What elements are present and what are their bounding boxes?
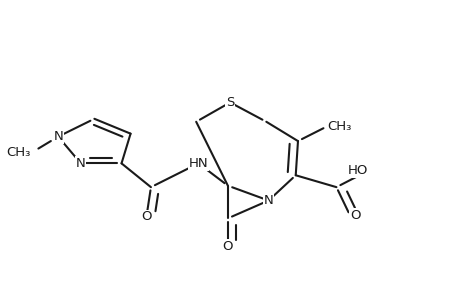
Text: O: O — [141, 210, 151, 224]
Text: CH₃: CH₃ — [6, 146, 31, 160]
Text: N: N — [76, 157, 85, 170]
Text: CH₃: CH₃ — [327, 120, 351, 133]
Text: O: O — [349, 209, 360, 222]
Text: S: S — [225, 96, 234, 109]
Text: HO: HO — [347, 164, 367, 177]
Text: O: O — [222, 240, 233, 253]
Text: N: N — [263, 194, 273, 207]
Text: HN: HN — [188, 157, 208, 170]
Text: N: N — [53, 130, 63, 143]
